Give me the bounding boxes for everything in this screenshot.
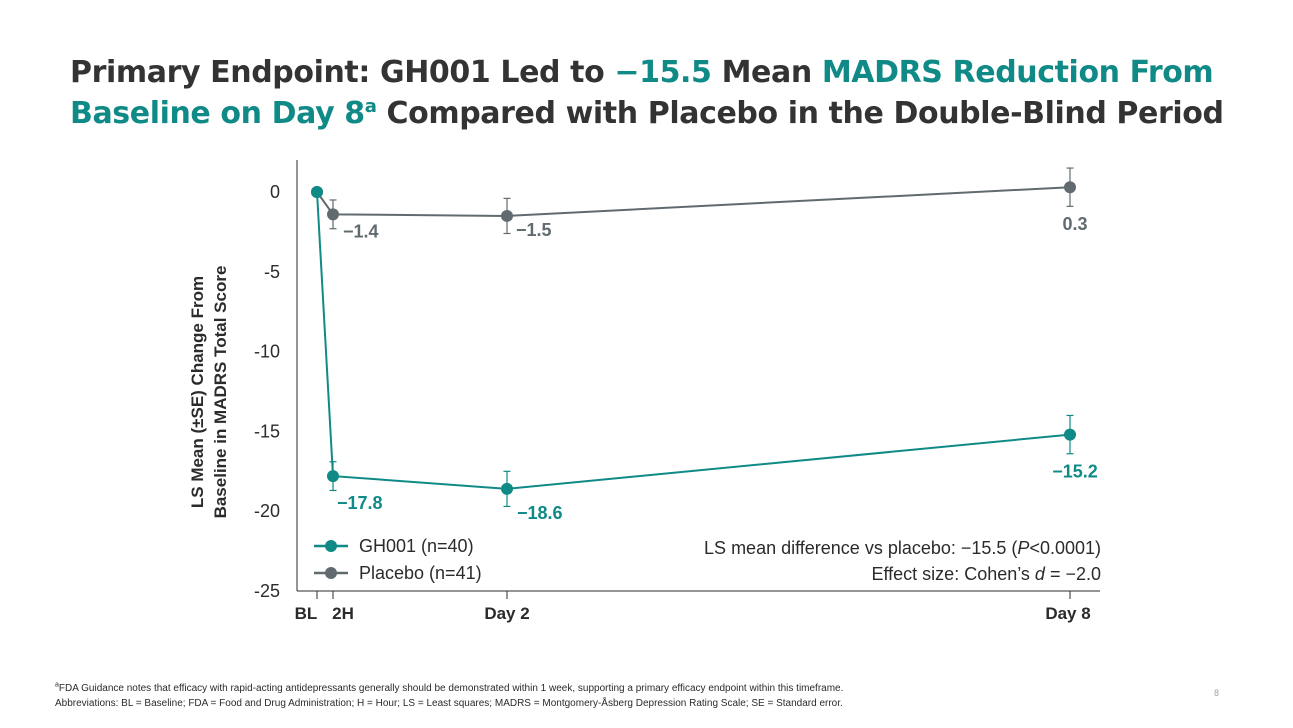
data-point-placebo: [327, 208, 339, 221]
y-tick-label: -10: [254, 342, 280, 362]
y-tick-label: -20: [254, 501, 280, 521]
title-footnote-marker: a: [364, 96, 377, 117]
title-part-1: Primary Endpoint: GH001 Led to: [70, 55, 615, 90]
data-point-gh001: [1064, 428, 1076, 441]
y-tick-label: -25: [254, 581, 280, 601]
data-label-placebo: 0.3: [1062, 214, 1087, 234]
chart-annotation: LS mean difference vs placebo: −15.5 (P<…: [704, 538, 1101, 584]
legend-item-gh001: GH001 (n=40): [314, 536, 474, 556]
footnote-a: aFDA Guidance notes that efficacy with r…: [55, 681, 1155, 696]
cohens-d-symbol: d: [1035, 564, 1046, 584]
x-tick-label: Day 2: [484, 604, 529, 623]
data-label-gh001: −18.6: [517, 503, 563, 523]
chart-legend: GH001 (n=40) Placebo (n=41): [314, 536, 482, 583]
data-point-placebo: [1064, 181, 1076, 194]
data-point-gh001: [501, 482, 513, 495]
series-line-gh001: [316, 191, 1071, 490]
title-highlight-endpoint: MADRS Reduction From Baseline on Day 8: [70, 55, 1214, 131]
p-value-text: <0.0001): [1029, 538, 1101, 558]
data-labels: −1.4 −1.5 0.3 −17.8 −18.6 −15.2: [337, 214, 1098, 523]
title-part-3: Mean: [711, 55, 822, 90]
series-gh001: [311, 186, 1076, 508]
y-tick-label: -5: [264, 262, 280, 282]
data-point-placebo: [501, 209, 513, 222]
data-label-gh001: −15.2: [1052, 462, 1098, 482]
x-tick-label: Day 8: [1045, 604, 1090, 623]
data-point-gh001: [327, 470, 339, 483]
x-tick-label: 2H: [332, 604, 354, 623]
series-layer: [311, 167, 1076, 508]
series-placebo: [311, 167, 1076, 235]
page-number: 8: [1214, 688, 1220, 698]
slide-title: Primary Endpoint: GH001 Led to −15.5 Mea…: [70, 52, 1250, 134]
footnote-marker: a: [55, 681, 59, 689]
legend-label-gh001: GH001 (n=40): [359, 536, 474, 556]
ls-mean-difference-text: LS mean difference vs placebo: −15.5 (P<…: [704, 538, 1101, 558]
legend-marker-gh001: [325, 540, 337, 552]
data-label-placebo: −1.5: [516, 220, 552, 240]
y-axis-label-line-1: LS Mean (±SE) Change From: [188, 276, 207, 508]
title-part-5: Compared with Placebo in the Double-Blin…: [376, 96, 1224, 131]
abbreviations-note: Abbreviations: BL = Baseline; FDA = Food…: [55, 698, 843, 709]
y-tick-label: -15: [254, 421, 280, 441]
y-tick-labels: 0 -5 -10 -15 -20 -25: [254, 182, 280, 601]
x-tick-label: BL: [295, 604, 318, 623]
p-value-symbol: P: [1017, 538, 1029, 558]
footnotes: aFDA Guidance notes that efficacy with r…: [55, 681, 1155, 711]
y-axis-label-line-2: Baseline in MADRS Total Score: [211, 266, 230, 519]
x-tick-labels: BL 2H Day 2 Day 8: [295, 591, 1091, 623]
y-tick-label: 0: [270, 182, 280, 202]
chart-axes: [296, 160, 1100, 592]
data-label-gh001: −17.8: [337, 493, 383, 513]
effect-size-prefix: Effect size: Cohen’s: [871, 564, 1034, 584]
effect-size-value: = −2.0: [1045, 564, 1101, 584]
footnote-a-text: FDA Guidance notes that efficacy with ra…: [58, 683, 844, 694]
series-line-placebo: [316, 186, 1071, 217]
title-highlight-reduction-value: −15.5: [614, 55, 712, 90]
legend-marker-placebo: [325, 567, 337, 579]
legend-label-placebo: Placebo (n=41): [359, 563, 482, 583]
data-point-gh001: [311, 186, 323, 198]
legend-item-placebo: Placebo (n=41): [314, 563, 482, 583]
data-label-placebo: −1.4: [343, 221, 379, 241]
effect-size-text: Effect size: Cohen’s d = −2.0: [871, 564, 1101, 584]
ls-mean-difference-prefix: LS mean difference vs placebo: −15.5 (: [704, 538, 1017, 558]
